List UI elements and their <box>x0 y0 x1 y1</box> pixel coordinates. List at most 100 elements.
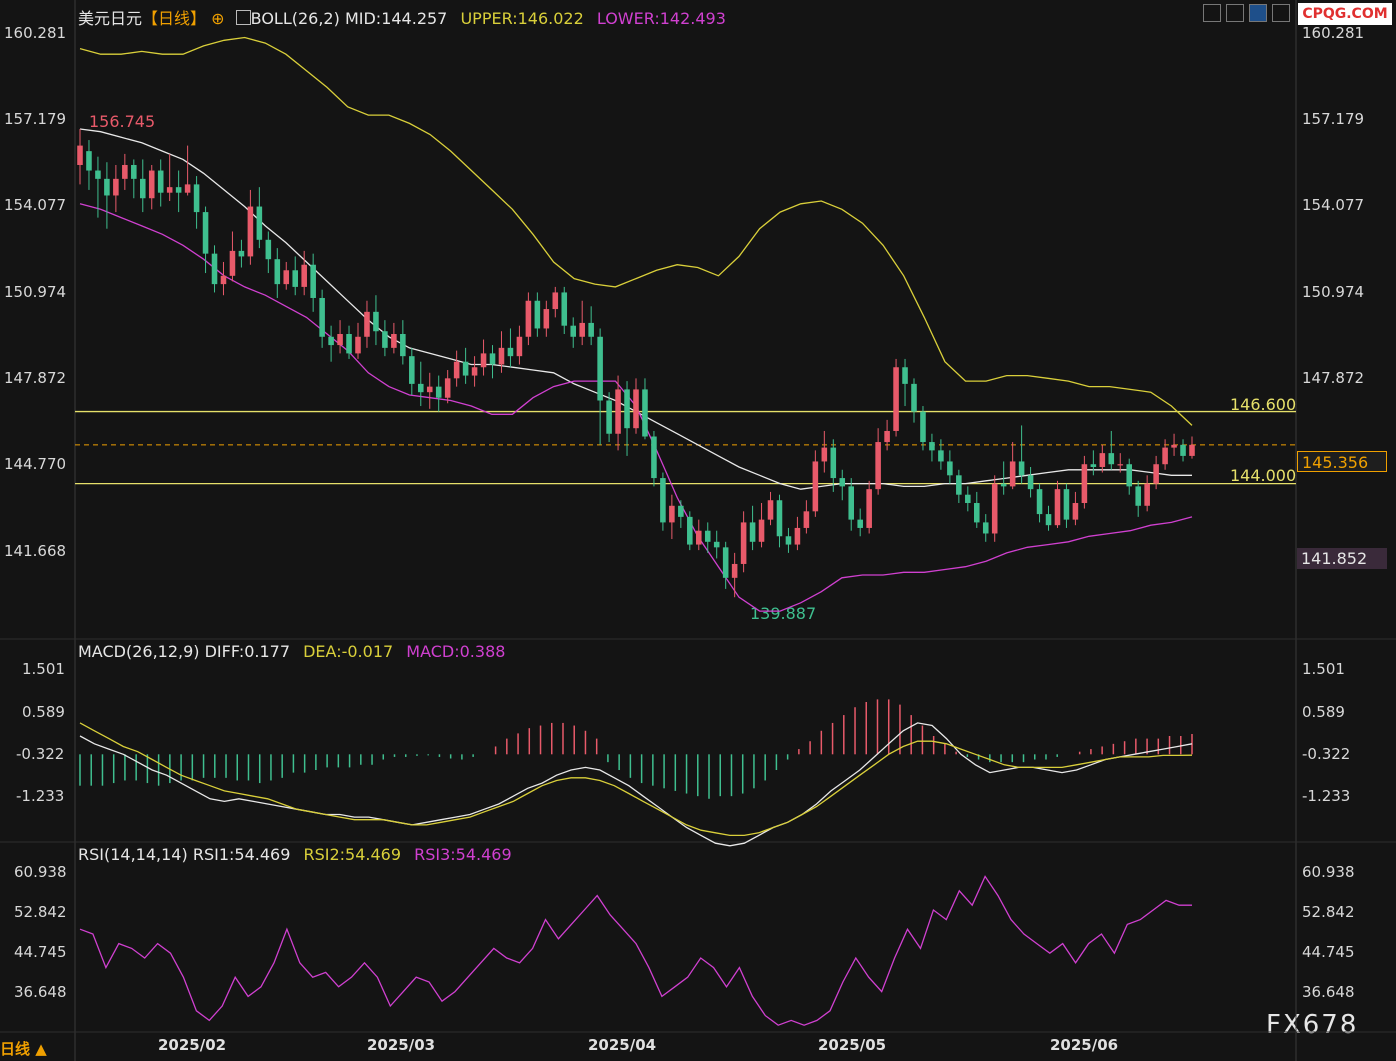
play-tool-icon[interactable] <box>1249 4 1267 22</box>
macd-tick-left: 1.501 <box>22 660 65 678</box>
candle-body <box>265 239 272 260</box>
period-label[interactable]: 【日线】 <box>142 9 207 28</box>
macd-legend: MACD(26,12,9) DIFF:0.177 DEA:-0.017 MACD… <box>78 642 505 661</box>
candle-body <box>1054 489 1061 526</box>
price-tick-left: 141.668 <box>4 542 67 560</box>
candle-body <box>480 353 487 368</box>
rsi-tick-right: 44.745 <box>1302 943 1355 961</box>
candle-body <box>660 478 666 523</box>
candle-body <box>193 184 200 213</box>
candle-body <box>229 250 236 276</box>
candle-body <box>920 411 926 443</box>
boll-name[interactable]: BOLL(26,2) <box>250 9 340 28</box>
crosshair-tool-icon[interactable] <box>1203 4 1221 22</box>
candle-body <box>884 430 890 443</box>
symbol-name[interactable]: 美元日元 <box>78 9 143 28</box>
macd-tick-right: -1.233 <box>1302 787 1351 805</box>
candle-body <box>713 541 720 548</box>
candle-body <box>704 530 711 542</box>
candle-body <box>1135 486 1141 506</box>
candle-body <box>498 347 505 365</box>
candle-body <box>435 386 442 398</box>
candle-body <box>525 300 532 337</box>
price-tick-left: 147.872 <box>4 369 67 387</box>
candle-body <box>409 356 415 384</box>
candle-body <box>157 170 164 193</box>
candle-body <box>1144 483 1150 506</box>
price-tick-right: 154.077 <box>1302 196 1365 214</box>
candle-body <box>1090 464 1097 467</box>
candle-body <box>444 378 451 398</box>
macd-tick-right: 0.589 <box>1302 703 1345 721</box>
candle-body <box>965 494 971 504</box>
macd-tick-right: 1.501 <box>1302 660 1345 678</box>
candle-body <box>113 178 119 196</box>
candle-body <box>319 297 325 337</box>
candle-body <box>651 436 657 479</box>
x-tick: 2025/03 <box>367 1036 436 1054</box>
candle-body <box>830 447 837 479</box>
price-tick-right: 147.872 <box>1302 369 1365 387</box>
candle-body <box>534 300 541 329</box>
candle-body <box>588 322 594 337</box>
candle-body <box>346 334 352 354</box>
high-annotation: 156.745 <box>89 112 156 131</box>
corner-period-label[interactable]: 日线 ▲ <box>0 1038 47 1059</box>
candle-body <box>292 270 299 287</box>
candle-body <box>1072 503 1079 520</box>
rsi-legend: RSI(14,14,14) RSI1:54.469 RSI2:54.469 RS… <box>78 845 512 864</box>
candle-body <box>471 367 478 376</box>
macd-panel <box>79 699 1193 847</box>
macd-tick-left: -1.233 <box>16 787 65 805</box>
rsi-name[interactable]: RSI(14,14,14) <box>78 845 188 864</box>
rsi-panel <box>79 875 1192 1026</box>
candle-body <box>597 336 603 401</box>
candle-body <box>552 292 559 310</box>
price-tick-right: 157.179 <box>1302 110 1365 128</box>
chart-header: 美元日元【日线】 ⊕ BOLL(26,2) MID:144.257 UPPER:… <box>78 5 726 29</box>
macd-diff: DIFF:0.177 <box>204 642 291 661</box>
price-tick-left: 150.974 <box>4 283 67 301</box>
candle-body <box>1018 461 1025 476</box>
candle-body <box>695 530 702 545</box>
candle-body <box>767 500 774 520</box>
candle-body <box>1000 483 1007 487</box>
lower-band-tag: 141.852 <box>1297 548 1387 569</box>
candle-body <box>893 367 899 431</box>
candle-body <box>803 511 810 528</box>
price-tick-right: 150.974 <box>1302 283 1365 301</box>
bollinger-bands <box>79 36 1193 612</box>
settings-tool-icon[interactable] <box>1272 4 1290 22</box>
candle-body <box>1153 464 1159 484</box>
price-tick-left: 154.077 <box>4 196 67 214</box>
candle-body <box>758 519 765 542</box>
candle-body <box>956 475 962 495</box>
layout-tool-icon[interactable] <box>1226 4 1244 22</box>
candle-body <box>516 336 523 357</box>
x-tick: 2025/06 <box>1050 1036 1119 1054</box>
candle-body <box>561 292 568 326</box>
candle-body <box>579 322 585 337</box>
rsi-tick-right: 36.648 <box>1302 983 1355 1001</box>
boll-indicator-icon[interactable] <box>235 10 251 25</box>
macd-tick-left: 0.589 <box>22 703 65 721</box>
macd-tick-right: -0.322 <box>1302 745 1351 763</box>
candle-body <box>1189 444 1195 456</box>
candle-body <box>624 389 630 429</box>
boll-mid: MID:144.257 <box>344 9 448 28</box>
candle-body <box>642 389 648 437</box>
add-indicator-icon[interactable]: ⊕ <box>211 9 225 28</box>
candle-body <box>812 461 819 512</box>
candle-body <box>148 170 155 199</box>
candle-body <box>1099 453 1106 467</box>
boll-upper-line <box>79 36 1193 426</box>
macd-name[interactable]: MACD(26,12,9) <box>78 642 200 661</box>
candle-body <box>337 334 343 346</box>
watermark-bottom: FX678 <box>1266 1010 1359 1040</box>
low-annotation: 139.887 <box>750 604 817 623</box>
candle-body <box>947 461 953 476</box>
candle-body <box>301 264 307 287</box>
candle-body <box>95 170 101 179</box>
